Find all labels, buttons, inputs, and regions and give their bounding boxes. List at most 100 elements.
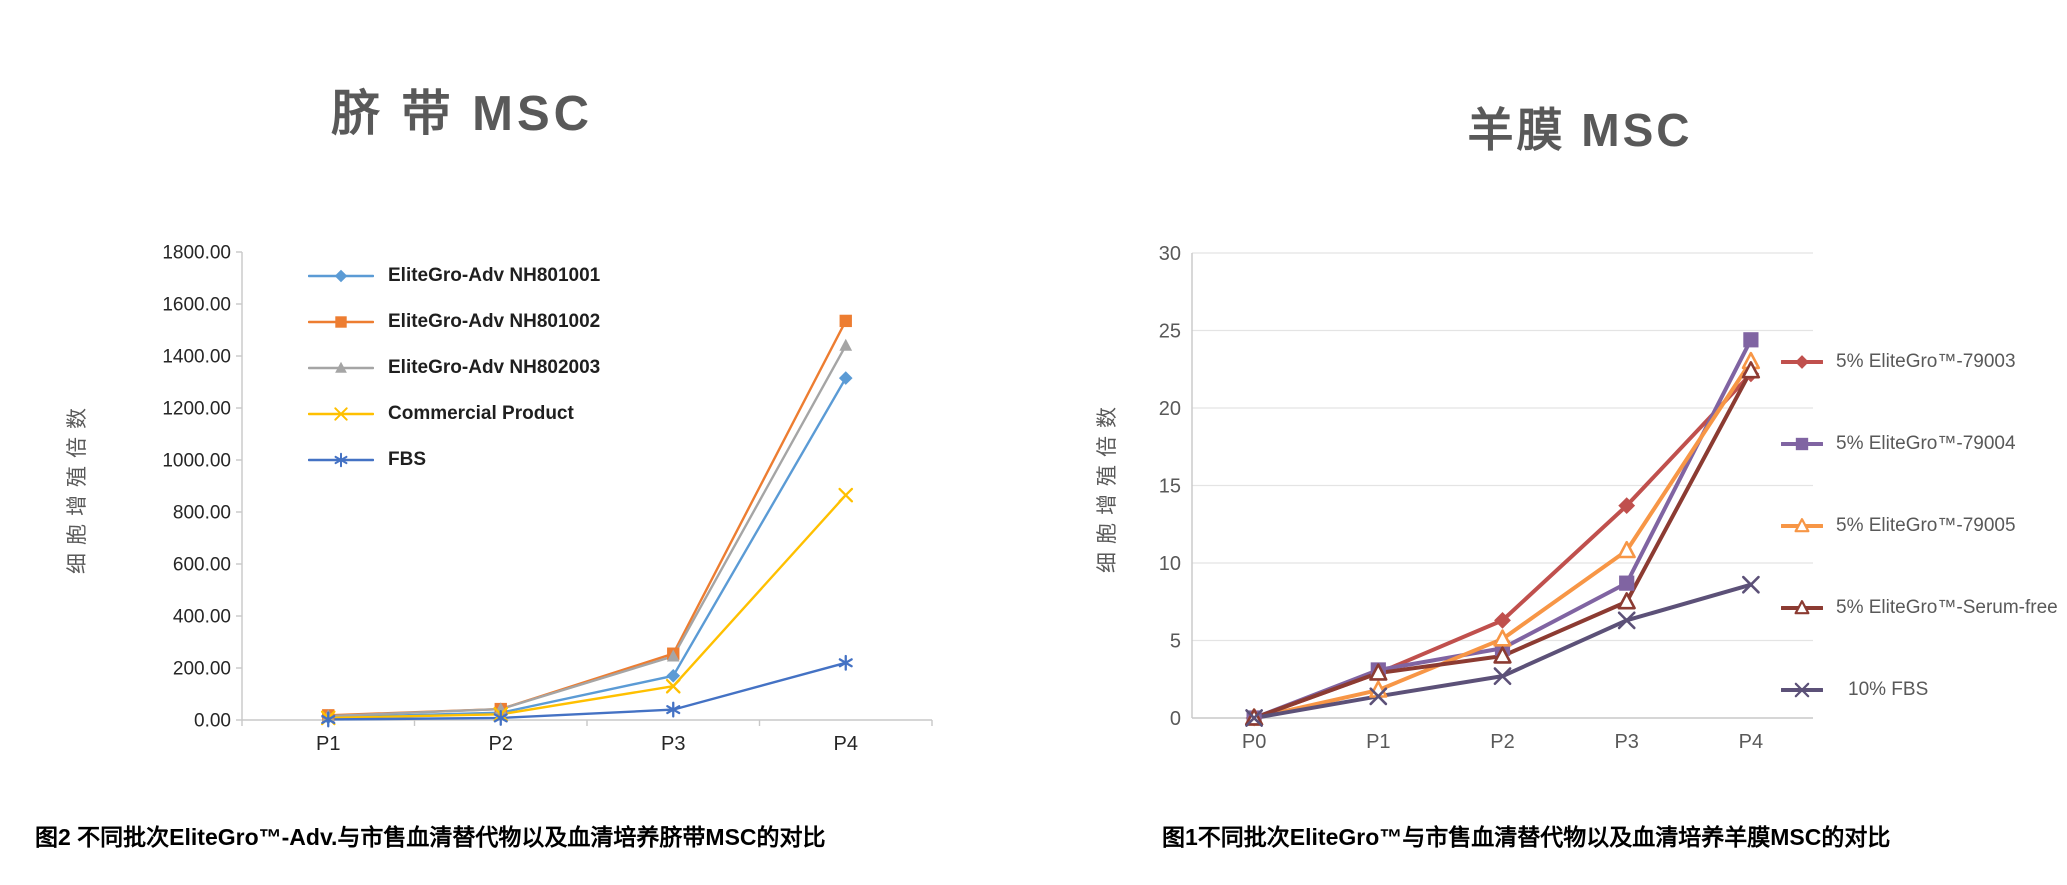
legend-marker-x bbox=[308, 407, 374, 421]
marker-diamond bbox=[334, 269, 348, 283]
y-tick-label: 1800.00 bbox=[162, 242, 231, 263]
y-tick-label: 30 bbox=[1159, 243, 1181, 265]
legend-label: 5% EliteGro™-79003 bbox=[1836, 351, 2016, 372]
series-line bbox=[327, 661, 847, 721]
marker-square bbox=[335, 316, 347, 328]
figure-caption-amniotic: 图1不同批次EliteGro™与市售血清替代物以及血清培养羊膜MSC的对比 bbox=[1162, 824, 1891, 850]
legend-label: 10% FBS bbox=[1848, 679, 1929, 700]
x-tick-label: P0 bbox=[1242, 731, 1266, 753]
marker-triangle-open bbox=[1493, 646, 1512, 664]
marker-asterisk bbox=[838, 654, 853, 671]
y-tick-label: 5 bbox=[1170, 630, 1181, 652]
figure-caption-umbilical: 图2 不同批次EliteGro™-Adv.与市售血清替代物以及血清培养脐带MSC… bbox=[35, 824, 826, 850]
y-tick-label: 10 bbox=[1159, 553, 1181, 575]
legend-label: FBS bbox=[388, 449, 426, 470]
series-line bbox=[1252, 359, 1753, 720]
marker-square bbox=[839, 314, 852, 328]
x-tick-label: P4 bbox=[1739, 731, 1763, 753]
x-tick-label: P3 bbox=[661, 733, 685, 755]
legend-marker-asterisk bbox=[308, 452, 374, 468]
legend-item: EliteGro-Adv NH802003 bbox=[308, 357, 601, 378]
marker-triangle-open bbox=[1741, 361, 1761, 379]
marker-square bbox=[1743, 332, 1759, 348]
x-tick-label: P1 bbox=[316, 733, 340, 755]
legend-item: 5% EliteGro™-79003 bbox=[1781, 351, 2058, 372]
legend-item: 5% EliteGro™-79004 bbox=[1781, 433, 2058, 454]
marker-diamond bbox=[1618, 497, 1636, 515]
y-tick-label: 0.00 bbox=[194, 710, 231, 731]
plot-area-amniotic: 0 5 10 15 20 25 30 P0 P1 P2 P3 P4 bbox=[1159, 243, 1813, 753]
y-tick-label: 15 bbox=[1159, 475, 1181, 497]
y-axis-label-umbilical: 细胞增殖倍数 bbox=[66, 400, 89, 574]
x-tick-label: P3 bbox=[1614, 731, 1638, 753]
legend-marker-triangle-open bbox=[1781, 600, 1823, 615]
y-tick-label: 25 bbox=[1159, 320, 1181, 342]
marker-diamond bbox=[1494, 611, 1511, 629]
legend-marker-diamond bbox=[308, 269, 374, 283]
marker-x bbox=[1741, 575, 1760, 594]
marker-asterisk bbox=[493, 709, 508, 726]
marker-triangle-open bbox=[1794, 518, 1810, 533]
marker-x bbox=[334, 407, 348, 421]
legend-marker-diamond bbox=[1781, 355, 1823, 369]
plot-area-umbilical: 0.00 200.00 400.00 600.00 800.00 1000.00 1200.… bbox=[162, 242, 933, 755]
marker-x bbox=[665, 678, 681, 694]
series-line bbox=[1252, 368, 1753, 720]
legend-item: EliteGro-Adv NH801001 bbox=[308, 265, 601, 286]
x-tick-label: P2 bbox=[1490, 731, 1514, 753]
legend-item: FBS bbox=[308, 449, 600, 470]
legend-item: EliteGro-Adv NH801002 bbox=[308, 311, 601, 332]
legend-label: 5% EliteGro™-79004 bbox=[1836, 433, 2016, 454]
marker-triangle bbox=[666, 649, 680, 662]
series-line bbox=[327, 344, 847, 718]
legend-marker-x bbox=[1781, 682, 1823, 698]
series-line bbox=[327, 493, 847, 720]
marker-diamond bbox=[1795, 355, 1809, 369]
marker-x bbox=[1369, 687, 1388, 706]
marker-asterisk bbox=[334, 452, 348, 468]
legend-label: Commercial Product bbox=[388, 403, 574, 424]
marker-square bbox=[1795, 437, 1809, 451]
y-tick-label: 800.00 bbox=[173, 502, 231, 523]
legend-label: EliteGro-Adv NH802003 bbox=[388, 357, 601, 378]
marker-x bbox=[1245, 709, 1263, 727]
y-tick-label: 0 bbox=[1170, 708, 1181, 730]
legend-item: 5% EliteGro™-Serum-free bbox=[1781, 597, 2058, 618]
marker-x bbox=[838, 487, 854, 503]
marker-x bbox=[1794, 682, 1810, 698]
y-tick-label: 1000.00 bbox=[162, 450, 231, 471]
marker-triangle bbox=[335, 361, 347, 373]
marker-triangle bbox=[839, 338, 853, 351]
legend-item: Commercial Product bbox=[308, 403, 600, 424]
legend-marker-triangle-open bbox=[1781, 518, 1823, 533]
y-tick-label: 1600.00 bbox=[162, 294, 231, 315]
marker-triangle-open bbox=[1617, 540, 1636, 559]
legend-amniotic: 5% EliteGro™-79003 5% EliteGro™-79004 5% E… bbox=[1781, 351, 2058, 700]
y-tick-label: 200.00 bbox=[173, 658, 231, 679]
legend-label: EliteGro-Adv NH801001 bbox=[388, 265, 601, 286]
legend-item: 10% FBS bbox=[1781, 679, 2058, 700]
marker-x bbox=[1617, 611, 1636, 630]
legend-label: 5% EliteGro™-79005 bbox=[1836, 515, 2016, 536]
y-tick-label: 1400.00 bbox=[162, 346, 231, 367]
legend-marker-square bbox=[1781, 437, 1823, 451]
legend-item: 5% EliteGro™-79005 bbox=[1781, 515, 2058, 536]
legend-label: EliteGro-Adv NH801002 bbox=[388, 311, 601, 332]
legend-umbilical: EliteGro-Adv NH801001 EliteGro-Adv NH8010… bbox=[308, 265, 601, 470]
legend-marker-triangle bbox=[308, 361, 374, 373]
y-tick-label: 400.00 bbox=[173, 606, 231, 627]
marker-triangle-open bbox=[1493, 629, 1512, 647]
legend-marker-square bbox=[308, 316, 374, 328]
y-tick-label: 1200.00 bbox=[162, 398, 231, 419]
marker-diamond bbox=[838, 371, 853, 385]
marker-asterisk bbox=[321, 711, 336, 728]
x-tick-label: P4 bbox=[834, 733, 858, 755]
marker-x bbox=[1493, 667, 1512, 686]
chart-title-amniotic: 羊膜 MSC bbox=[1467, 104, 1693, 156]
marker-triangle-open bbox=[1617, 592, 1636, 610]
marker-square bbox=[1619, 575, 1635, 591]
series-line bbox=[1252, 371, 1753, 720]
y-tick-label: 600.00 bbox=[173, 554, 231, 575]
y-tick-label: 20 bbox=[1159, 398, 1181, 420]
